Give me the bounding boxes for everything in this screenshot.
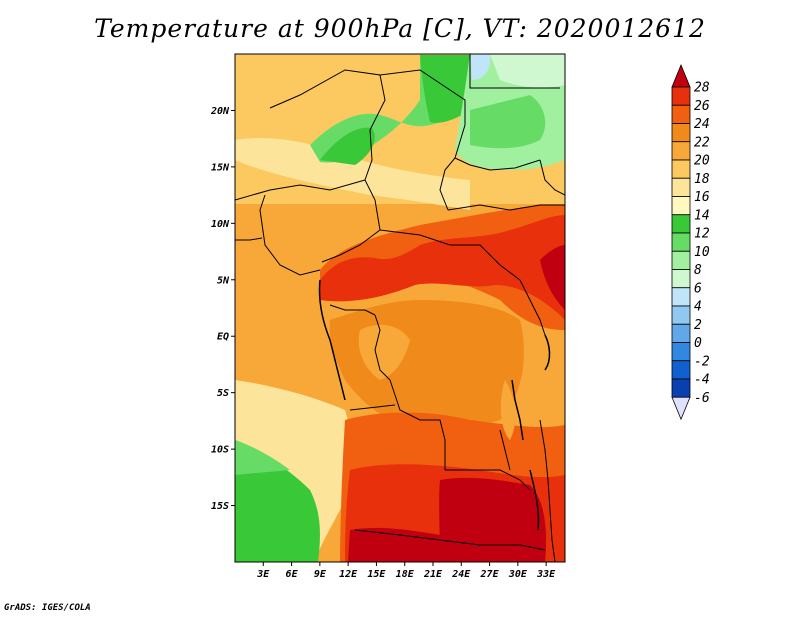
colorbar-label: -6	[694, 391, 710, 406]
lon-tick-label: 21E	[423, 569, 443, 580]
colorbar-band	[671, 123, 691, 143]
colorbar-label: 12	[694, 227, 710, 242]
map-title: Temperature at 900hPa [C], VT: 202001261…	[94, 14, 706, 43]
colorbar-label: 20	[694, 154, 710, 169]
colorbar-band	[671, 305, 691, 325]
lon-tick-label: 27E	[480, 569, 500, 580]
lon-tick-label: 18E	[396, 569, 415, 580]
colorbar-band	[671, 287, 691, 307]
colorbar-label: 8	[694, 263, 702, 278]
lat-tick-label: 5S	[217, 388, 229, 399]
colorbar-bottom-arrow	[671, 396, 691, 421]
colorbar-band	[671, 104, 691, 124]
lon-tick-label: 6E	[286, 569, 299, 580]
lat-tick-label: 10N	[211, 219, 230, 230]
map-frame	[234, 53, 566, 563]
colorbar-label: 24	[694, 117, 710, 132]
colorbar-band	[671, 232, 691, 252]
colorbar-band	[671, 250, 691, 270]
lon-tick-label: 9E	[314, 569, 327, 580]
lon-tick-label: 15E	[367, 569, 386, 580]
colorbar-band	[671, 196, 691, 216]
lat-tick-label: 15N	[211, 162, 230, 173]
colorbar-label: 14	[694, 208, 710, 223]
colorbar-band	[671, 177, 691, 197]
lat-tick-label: 5N	[217, 275, 230, 286]
colorbar-band	[671, 141, 691, 161]
lon-tick-label: 3E	[256, 569, 270, 580]
colorbar-label: 10	[694, 245, 710, 260]
temperature-map	[235, 54, 565, 562]
colorbar-label: 26	[694, 99, 710, 114]
lon-tick-label: 12E	[339, 569, 358, 580]
colorbar-band	[671, 269, 691, 289]
lat-tick-label: 20N	[210, 106, 230, 117]
colorbar-band	[671, 323, 691, 343]
colorbar-label: -2	[694, 354, 710, 369]
colorbar-band	[671, 342, 691, 362]
colorbar-label: -4	[694, 373, 710, 388]
colorbar-label: 18	[694, 172, 710, 187]
lon-tick-label: 24E	[451, 569, 471, 580]
colorbar-label: 22	[694, 135, 710, 150]
colorbar-band	[671, 86, 691, 106]
lat-tick-label: EQ	[217, 332, 229, 343]
colorbar-label: 6	[694, 281, 702, 296]
colorbar-top-arrow	[671, 63, 691, 88]
lat-tick-label: 10S	[211, 445, 229, 456]
lon-tick-label: 30E	[508, 569, 528, 580]
colorbar-label: 16	[694, 190, 710, 205]
lat-tick-label: 15S	[211, 501, 229, 512]
lon-tick-label: 33E	[536, 569, 556, 580]
colorbar-band	[671, 360, 691, 380]
colorbar-label: 4	[694, 300, 702, 315]
colorbar-label: 28	[694, 81, 710, 96]
colorbar-band	[671, 378, 691, 398]
colorbar-label: 2	[694, 318, 702, 333]
colorbar-label: 0	[694, 336, 702, 351]
colorbar-band	[671, 214, 691, 234]
colorbar-band	[671, 159, 691, 179]
footer-credit: GrADS: IGES/COLA	[4, 603, 91, 613]
